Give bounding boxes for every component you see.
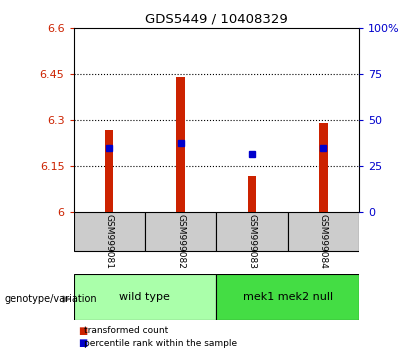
- Bar: [216, 274, 359, 320]
- Bar: [74, 274, 216, 320]
- Text: transformed count: transformed count: [84, 326, 168, 336]
- Text: GSM999083: GSM999083: [247, 214, 257, 269]
- Text: percentile rank within the sample: percentile rank within the sample: [84, 339, 237, 348]
- Bar: [74, 212, 145, 251]
- Text: GSM999082: GSM999082: [176, 214, 185, 269]
- Bar: [176, 78, 185, 212]
- Text: GSM999081: GSM999081: [105, 214, 114, 269]
- Bar: [105, 130, 113, 212]
- Bar: [248, 176, 256, 212]
- Bar: [288, 212, 359, 251]
- Bar: [319, 124, 328, 212]
- Text: ■: ■: [78, 338, 87, 348]
- Text: wild type: wild type: [119, 292, 171, 302]
- Text: genotype/variation: genotype/variation: [4, 294, 97, 304]
- Text: ■: ■: [78, 326, 87, 336]
- Text: mek1 mek2 null: mek1 mek2 null: [243, 292, 333, 302]
- Title: GDS5449 / 10408329: GDS5449 / 10408329: [145, 13, 288, 26]
- Bar: [145, 212, 216, 251]
- Text: GSM999084: GSM999084: [319, 214, 328, 269]
- Bar: [216, 212, 288, 251]
